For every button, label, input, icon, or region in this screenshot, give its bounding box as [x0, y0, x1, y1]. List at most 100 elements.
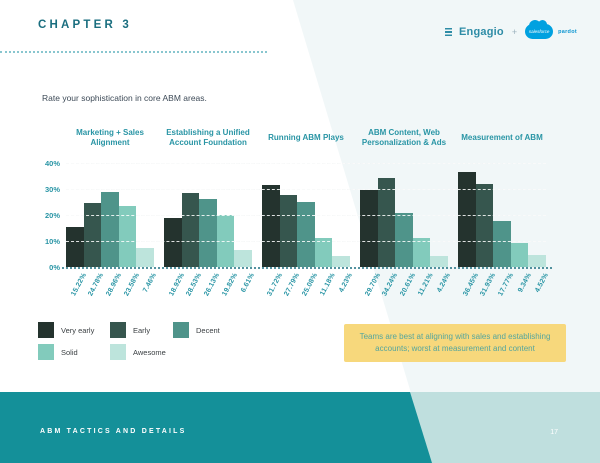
bar-groups: 15.22% 24.78% 28.96% 23.58% 7.46% 18.92% 28.53…: [66, 163, 550, 297]
bar-cell: 11.21%: [412, 163, 435, 297]
legend-label: Solid: [61, 347, 78, 357]
bar-early: [377, 177, 396, 267]
gridline-overlay: [66, 215, 546, 216]
bar-very-early: [66, 227, 84, 267]
bar-value-label: 6.61%: [240, 272, 257, 294]
bar-solid: [314, 237, 333, 267]
gridline-overlay: [66, 163, 546, 164]
bar-very-early: [360, 189, 378, 267]
bar-group: 36.45% 31.93% 17.77% 9.34% 4.52%: [458, 163, 550, 297]
legend-item: Very early: [38, 322, 110, 338]
bar-group: 18.92% 28.53% 26.13% 19.82% 6.61%: [164, 163, 256, 297]
gridline-overlay: [66, 241, 546, 242]
bar-value-label: 15.22%: [70, 272, 88, 298]
legend-item: Awesome: [110, 344, 173, 360]
bar-very-early: [262, 184, 280, 267]
bar-value-label: 19.82%: [220, 272, 239, 298]
legend-swatch: [38, 322, 54, 338]
bar-awesome: [234, 249, 252, 267]
bar-cell: 34.24%: [377, 163, 400, 297]
engagio-logo-icon: [445, 27, 453, 36]
bar-value-label: 11.18%: [319, 272, 337, 297]
legend-swatch: [110, 344, 126, 360]
bar-decent: [101, 191, 119, 267]
bar-cell: 11.18%: [314, 163, 337, 297]
category-header: Marketing + Sales Alignment: [76, 127, 144, 147]
chart-category-headers: Marketing + Sales Alignment Establishing …: [61, 118, 551, 158]
bar-cell: 25.08%: [297, 163, 319, 297]
bar-cell: 15.22%: [66, 163, 88, 297]
bar-value-label: 4.23%: [338, 272, 355, 294]
bar-cell: 24.78%: [83, 163, 106, 297]
legend-label: Early: [133, 325, 151, 335]
salesforce-logo-text: salesforce: [528, 29, 550, 34]
bar-cell: 17.77%: [493, 163, 515, 297]
dotted-divider: [0, 51, 267, 53]
bar-group: 29.70% 34.24% 20.61% 11.21% 4.24%: [360, 163, 452, 297]
logo-group: Engagio + salesforce pardot: [445, 20, 577, 39]
bar-value-label: 31.72%: [266, 272, 284, 298]
bar-cell: 18.92%: [164, 163, 186, 297]
category-header: ABM Content, Web Personalization & Ads: [361, 127, 447, 147]
bar-group: 15.22% 24.78% 28.96% 23.58% 7.46%: [66, 163, 158, 297]
callout-text: Teams are best at aligning with sales an…: [359, 331, 551, 353]
bar-cell: 28.96%: [101, 163, 123, 297]
bar-value-label: 7.46%: [142, 272, 159, 294]
bar-solid: [118, 205, 137, 267]
footer-section-label: ABM TACTICS AND DETAILS: [40, 428, 187, 435]
salesforce-cloud-icon: salesforce: [525, 20, 554, 39]
bar-early: [83, 202, 102, 267]
chart-title: Rate your sophistication in core ABM are…: [42, 93, 207, 103]
category-header: Establishing a Unified Account Foundatio…: [166, 127, 250, 147]
legend-item: Early: [110, 322, 173, 338]
legend-swatch: [38, 344, 54, 360]
bar-awesome: [136, 247, 154, 267]
callout-box: Teams are best at aligning with sales an…: [344, 324, 566, 362]
bar-cell: 36.45%: [458, 163, 480, 297]
y-axis-tick-label: 40%: [44, 159, 60, 168]
bar-very-early: [164, 217, 182, 267]
bar-value-label: 24.78%: [87, 272, 106, 298]
bar-decent: [493, 220, 511, 267]
bar-early: [475, 183, 494, 267]
legend-label: Decent: [196, 325, 220, 335]
y-axis-tick-label: 10%: [44, 237, 60, 246]
legend-item: Solid: [38, 344, 110, 360]
page-number: 17: [550, 429, 558, 436]
legend-label: Awesome: [133, 347, 166, 357]
bar-value-label: 27.79%: [283, 272, 302, 298]
engagio-logo-text: Engagio: [459, 25, 504, 38]
category-header: Measurement of ABM: [461, 132, 543, 142]
bar-cell: 27.79%: [279, 163, 302, 297]
bar-cell: 9.34%: [510, 163, 533, 294]
bar-cell: 7.46%: [136, 163, 158, 294]
baseline: [62, 267, 552, 269]
bar-decent: [199, 199, 217, 267]
bar-decent: [297, 201, 315, 267]
bar-awesome: [528, 255, 546, 267]
y-axis-tick-label: 0%: [49, 263, 60, 272]
legend-item: Decent: [173, 322, 263, 338]
chapter-title: CHAPTER 3: [38, 19, 132, 31]
legend-swatch: [173, 322, 189, 338]
bar-value-label: 28.96%: [105, 272, 124, 298]
bar-cell: 23.58%: [118, 163, 141, 297]
logo-plus: +: [511, 26, 518, 37]
bar-cell: 4.23%: [332, 163, 354, 294]
bar-cell: 31.93%: [475, 163, 498, 297]
bar-awesome: [332, 256, 350, 267]
bar-solid: [412, 237, 431, 267]
legend-swatch: [110, 322, 126, 338]
bar-value-label: 26.13%: [203, 272, 222, 298]
bar-solid: [510, 242, 529, 267]
bar-cell: 20.61%: [395, 163, 417, 297]
bar-cell: 28.53%: [181, 163, 204, 297]
pardot-logo-text: pardot: [558, 28, 577, 35]
bar-very-early: [458, 172, 476, 267]
bar-cell: 6.61%: [234, 163, 256, 294]
bar-cell: 31.72%: [262, 163, 284, 297]
bar-cell: 4.24%: [430, 163, 452, 294]
bar-value-label: 25.08%: [301, 272, 320, 298]
bar-decent: [395, 213, 413, 267]
